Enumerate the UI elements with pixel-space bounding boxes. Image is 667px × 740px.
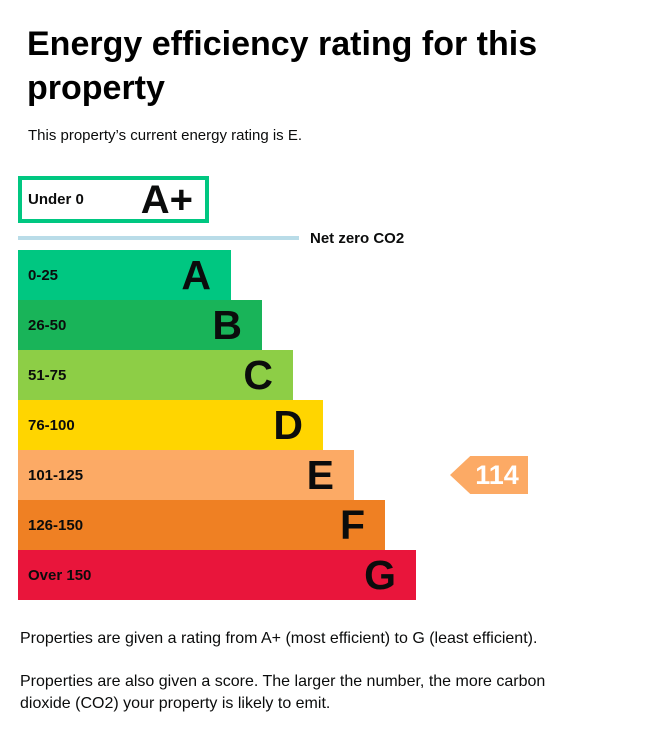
band-C: 51-75 C (18, 350, 293, 400)
band-letter: B (212, 302, 242, 348)
bands: 0-25 A 26-50 B 51-75 C 76-100 D 101-125 E 126-150 F… (18, 250, 416, 600)
current-rating-summary: This property’s current energy rating is… (28, 127, 303, 144)
band-range: Under 0 (28, 191, 84, 208)
band-letter: A+ (140, 177, 193, 222)
net-zero-label: Net zero CO2 (310, 230, 405, 247)
band-range: 101-125 (28, 466, 84, 484)
band-range: 76-100 (28, 416, 75, 434)
page-title: Energy efficiency rating for this proper… (27, 25, 538, 107)
band-letter: A (181, 252, 211, 298)
band-G: Over 150 G (18, 550, 416, 600)
band-range: Over 150 (28, 566, 92, 584)
band-D: 76-100 D (18, 400, 323, 450)
band-range: 126-150 (28, 516, 84, 534)
current-score-value: 114 (475, 460, 519, 490)
band-letter: G (364, 552, 396, 598)
epc-chart: Under 0 A+ Net zero CO2 0-25 A 26-50 B 51-75… (18, 176, 648, 600)
band-letter: D (273, 402, 303, 448)
band-F: 126-150 F (18, 500, 385, 550)
band-range: 26-50 (28, 316, 67, 334)
band-E: 101-125 E (18, 450, 354, 500)
band-letter: E (306, 452, 334, 498)
band-A-plus: Under 0 A+ (18, 176, 209, 223)
band-letter: C (243, 352, 273, 398)
band-A: 0-25 A (18, 250, 231, 300)
score-explanation-text: Properties are also given a score. The l… (20, 673, 546, 712)
band-range: 51-75 (28, 366, 67, 384)
band-B: 26-50 B (18, 300, 262, 350)
band-letter: F (339, 502, 365, 548)
current-score-arrow-icon: 114 (450, 456, 528, 494)
net-zero-line (18, 236, 299, 240)
rating-explanation-text: Properties are given a rating from A+ (m… (20, 630, 538, 647)
band-range: 0-25 (28, 266, 59, 284)
